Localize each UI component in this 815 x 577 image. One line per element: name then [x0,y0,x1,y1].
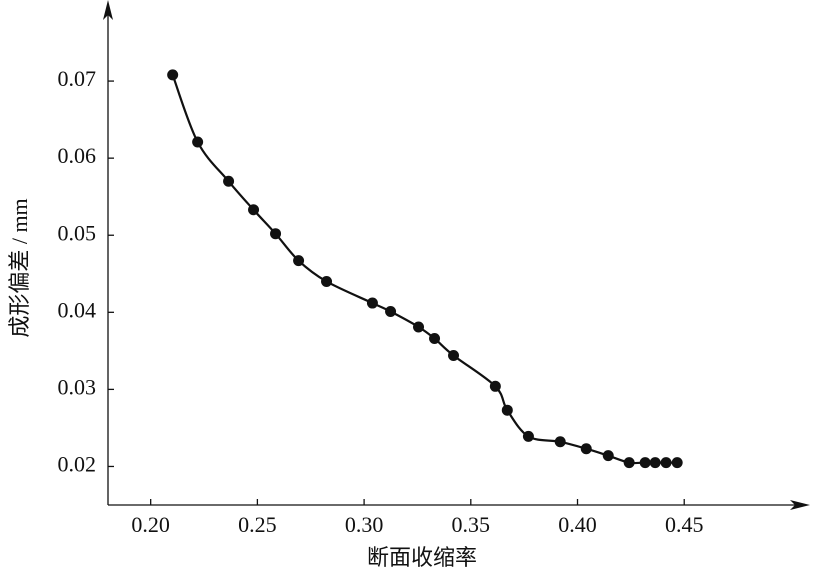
y-axis-label: 成形偏差 / mm [7,198,32,337]
data-point [580,443,592,455]
x-axis-arrow [790,500,810,510]
x-tick-label: 0.25 [238,512,277,537]
data-point [223,175,235,187]
data-point [554,436,566,448]
x-axis-label: 断面收缩率 [367,545,477,570]
data-point [270,228,282,240]
y-axis-arrow [103,0,113,20]
x-tick-label: 0.35 [452,512,491,537]
data-point [448,349,460,361]
x-tick-label: 0.30 [345,512,384,537]
data-point [623,457,635,469]
data-point [248,204,260,216]
series-line [171,74,678,465]
y-tick-label: 0.04 [58,297,97,322]
y-tick-label: 0.06 [58,143,97,168]
y-tick-label: 0.03 [58,374,97,399]
data-point [167,69,179,81]
data-point [385,306,397,318]
x-tick-label: 0.20 [131,512,170,537]
data-point [429,333,441,345]
y-tick-label: 0.05 [58,220,97,245]
data-point [649,457,661,469]
data-point [192,136,204,148]
data-point [489,380,501,392]
x-tick-label: 0.45 [665,512,704,537]
data-point [321,275,333,287]
data-point [413,321,425,333]
data-point [639,457,651,469]
y-tick-label: 0.07 [58,66,97,91]
data-point [293,255,305,267]
y-tick-label: 0.02 [58,452,97,477]
data-point [602,450,614,462]
data-point [501,404,513,416]
data-point [671,457,683,469]
data-point [522,430,534,442]
data-point [366,297,378,309]
x-tick-label: 0.40 [558,512,597,537]
data-point [660,457,672,469]
